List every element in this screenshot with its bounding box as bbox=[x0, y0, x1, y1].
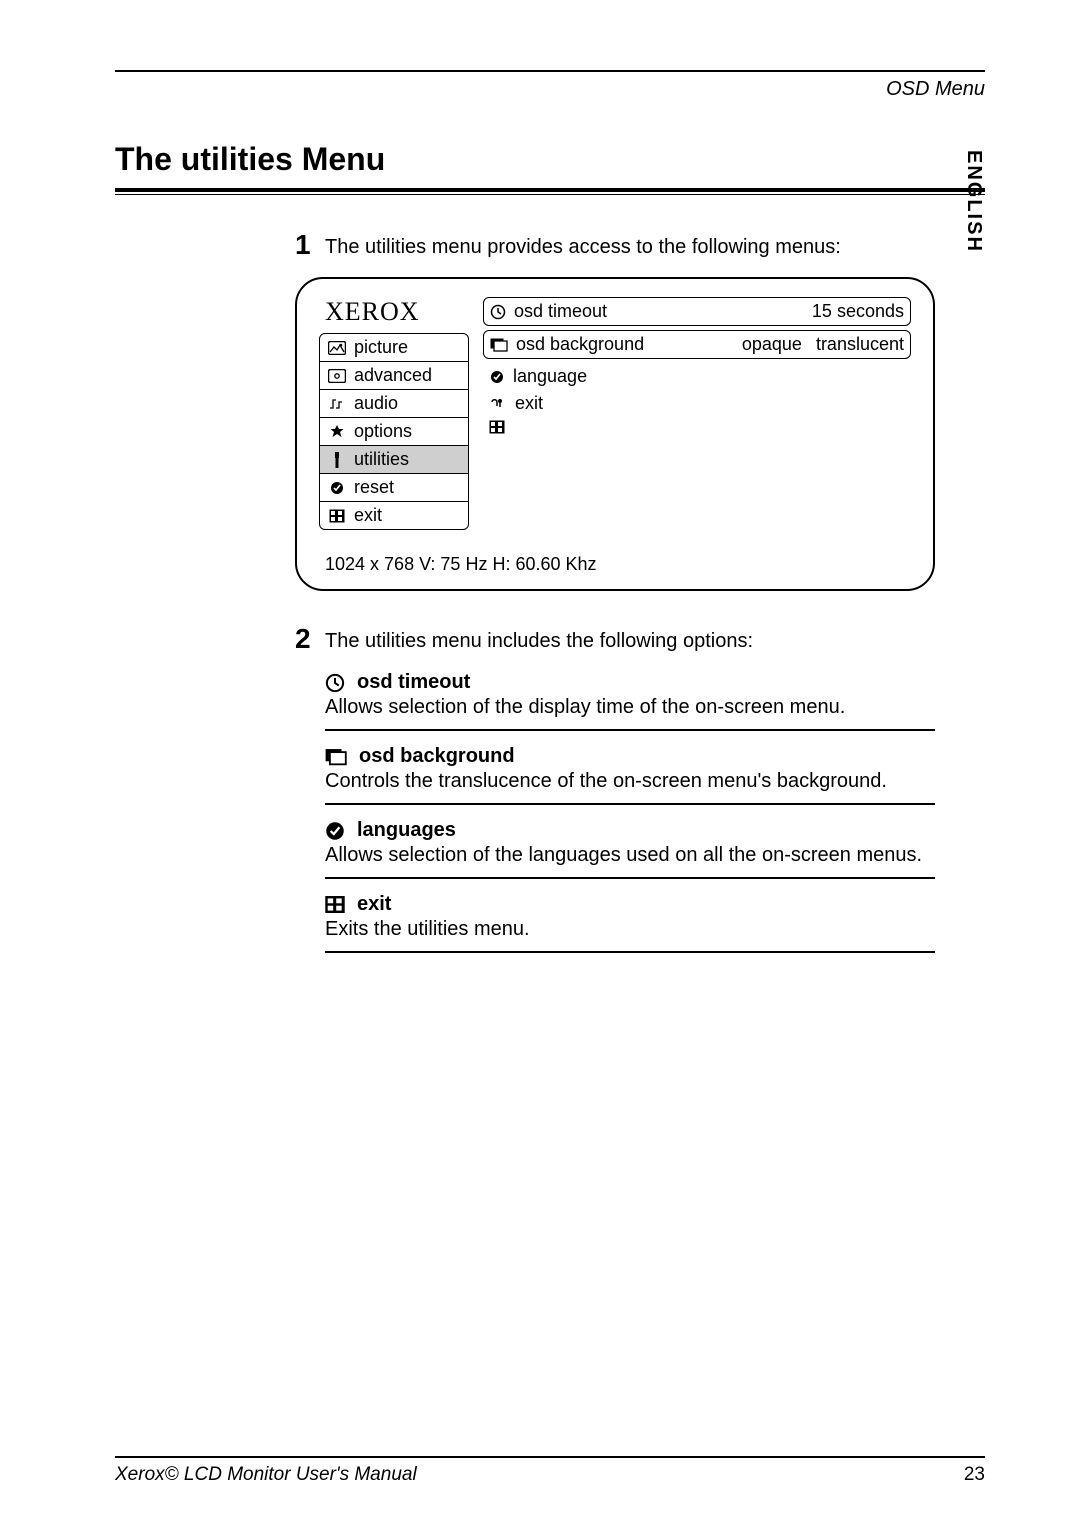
osd-left-panel: XEROX picture advanced audio bbox=[319, 297, 469, 530]
menu-item-reset: reset bbox=[320, 473, 468, 501]
footer-manual-title: Xerox© LCD Monitor User's Manual bbox=[115, 1464, 417, 1486]
title-rule-thin bbox=[115, 194, 985, 195]
optdesc-title: languages bbox=[357, 819, 456, 842]
osd-opt-exit: exit bbox=[483, 390, 911, 417]
step-number: 1 bbox=[295, 231, 315, 259]
manual-page: OSD Menu ENGLISH The utilities Menu 1 Th… bbox=[0, 0, 1080, 1532]
osd-opt-grid bbox=[483, 417, 911, 437]
menu-label: reset bbox=[354, 477, 394, 498]
optdesc-exit: exit Exits the utilities menu. bbox=[325, 893, 935, 941]
menu-item-picture: picture bbox=[320, 334, 468, 361]
menu-item-exit: exit bbox=[320, 501, 468, 529]
clock-icon bbox=[325, 673, 345, 693]
osd-main-menu: picture advanced audio options bbox=[319, 333, 469, 530]
optdesc-title: exit bbox=[357, 893, 391, 916]
menu-label: audio bbox=[354, 393, 398, 414]
reset-icon bbox=[328, 480, 346, 496]
osd-status-line: 1024 x 768 V: 75 Hz H: 60.60 Khz bbox=[319, 554, 911, 575]
step-1: 1 The utilities menu provides access to … bbox=[295, 231, 935, 259]
footer-page-number: 23 bbox=[964, 1464, 985, 1486]
osd-opt-timeout: osd timeout 15 seconds bbox=[483, 297, 911, 326]
optdesc-title: osd timeout bbox=[357, 671, 470, 694]
menu-label: options bbox=[354, 421, 412, 442]
menu-item-audio: audio bbox=[320, 389, 468, 417]
osd-menu-diagram: XEROX picture advanced audio bbox=[295, 277, 935, 591]
language-icon bbox=[325, 821, 345, 841]
options-icon bbox=[328, 424, 346, 440]
menu-item-options: options bbox=[320, 417, 468, 445]
menu-item-utilities: utilities bbox=[320, 445, 468, 473]
language-icon bbox=[489, 369, 505, 385]
brand-logo: XEROX bbox=[319, 297, 469, 327]
opt-value-translucent: translucent bbox=[816, 334, 904, 355]
background-icon bbox=[325, 748, 347, 766]
grid-icon bbox=[489, 420, 505, 434]
optdesc-title: osd background bbox=[359, 745, 515, 768]
advanced-icon bbox=[328, 368, 346, 384]
audio-icon bbox=[328, 396, 346, 412]
osd-opt-language: language bbox=[483, 363, 911, 390]
picture-icon bbox=[328, 340, 346, 356]
divider bbox=[325, 951, 935, 953]
page-title: The utilities Menu bbox=[115, 141, 985, 178]
opt-value-opaque: opaque bbox=[742, 334, 802, 355]
menu-label: advanced bbox=[354, 365, 432, 386]
optdesc-body: Exits the utilities menu. bbox=[325, 918, 935, 941]
utilities-icon bbox=[328, 452, 346, 468]
menu-item-advanced: advanced bbox=[320, 361, 468, 389]
content-area: 1 The utilities menu provides access to … bbox=[295, 231, 935, 953]
optdesc-languages: languages Allows selection of the langua… bbox=[325, 819, 935, 867]
grid-icon bbox=[325, 896, 345, 913]
clock-icon bbox=[490, 304, 506, 320]
opt-label: language bbox=[513, 366, 587, 387]
step-text: The utilities menu includes the followin… bbox=[325, 625, 753, 653]
divider bbox=[325, 877, 935, 879]
optdesc-body: Allows selection of the display time of … bbox=[325, 696, 935, 719]
menu-label: utilities bbox=[354, 449, 409, 470]
step-text: The utilities menu provides access to th… bbox=[325, 231, 841, 259]
osd-opt-background: osd background opaque translucent bbox=[483, 330, 911, 359]
osd-right-panel: osd timeout 15 seconds osd background op… bbox=[483, 297, 911, 530]
opt-label: osd background bbox=[516, 334, 644, 355]
divider bbox=[325, 729, 935, 731]
title-rule-thick bbox=[115, 188, 985, 192]
opt-value: 15 seconds bbox=[812, 301, 904, 322]
header-rule bbox=[115, 70, 985, 72]
step-2: 2 The utilities menu includes the follow… bbox=[295, 625, 935, 653]
footer-rule bbox=[115, 1456, 985, 1458]
optdesc-osd-timeout: osd timeout Allows selection of the disp… bbox=[325, 671, 935, 719]
exit-icon bbox=[328, 508, 346, 524]
header-section-label: OSD Menu bbox=[115, 78, 985, 101]
optdesc-body: Allows selection of the languages used o… bbox=[325, 844, 935, 867]
menu-label: picture bbox=[354, 337, 408, 358]
optdesc-osd-background: osd background Controls the translucence… bbox=[325, 745, 935, 793]
step-number: 2 bbox=[295, 625, 315, 653]
return-icon bbox=[489, 397, 507, 411]
background-icon bbox=[490, 338, 508, 352]
opt-label: exit bbox=[515, 393, 543, 414]
page-footer: Xerox© LCD Monitor User's Manual 23 bbox=[115, 1464, 985, 1486]
opt-label: osd timeout bbox=[514, 301, 607, 322]
divider bbox=[325, 803, 935, 805]
optdesc-body: Controls the translucence of the on-scre… bbox=[325, 770, 935, 793]
menu-label: exit bbox=[354, 505, 382, 526]
language-side-tab: ENGLISH bbox=[962, 150, 985, 253]
